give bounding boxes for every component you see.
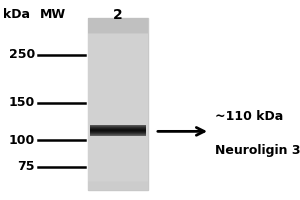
Text: MW: MW xyxy=(40,8,66,21)
Text: Neuroligin 3: Neuroligin 3 xyxy=(215,144,300,157)
Text: 100: 100 xyxy=(9,134,35,147)
Text: kDa: kDa xyxy=(3,8,30,21)
Text: 250: 250 xyxy=(9,48,35,62)
Bar xyxy=(88,18,148,190)
Text: 2: 2 xyxy=(113,8,123,22)
Text: ~110 kDa: ~110 kDa xyxy=(215,110,283,123)
Text: 150: 150 xyxy=(9,96,35,109)
Text: 75: 75 xyxy=(17,160,35,173)
